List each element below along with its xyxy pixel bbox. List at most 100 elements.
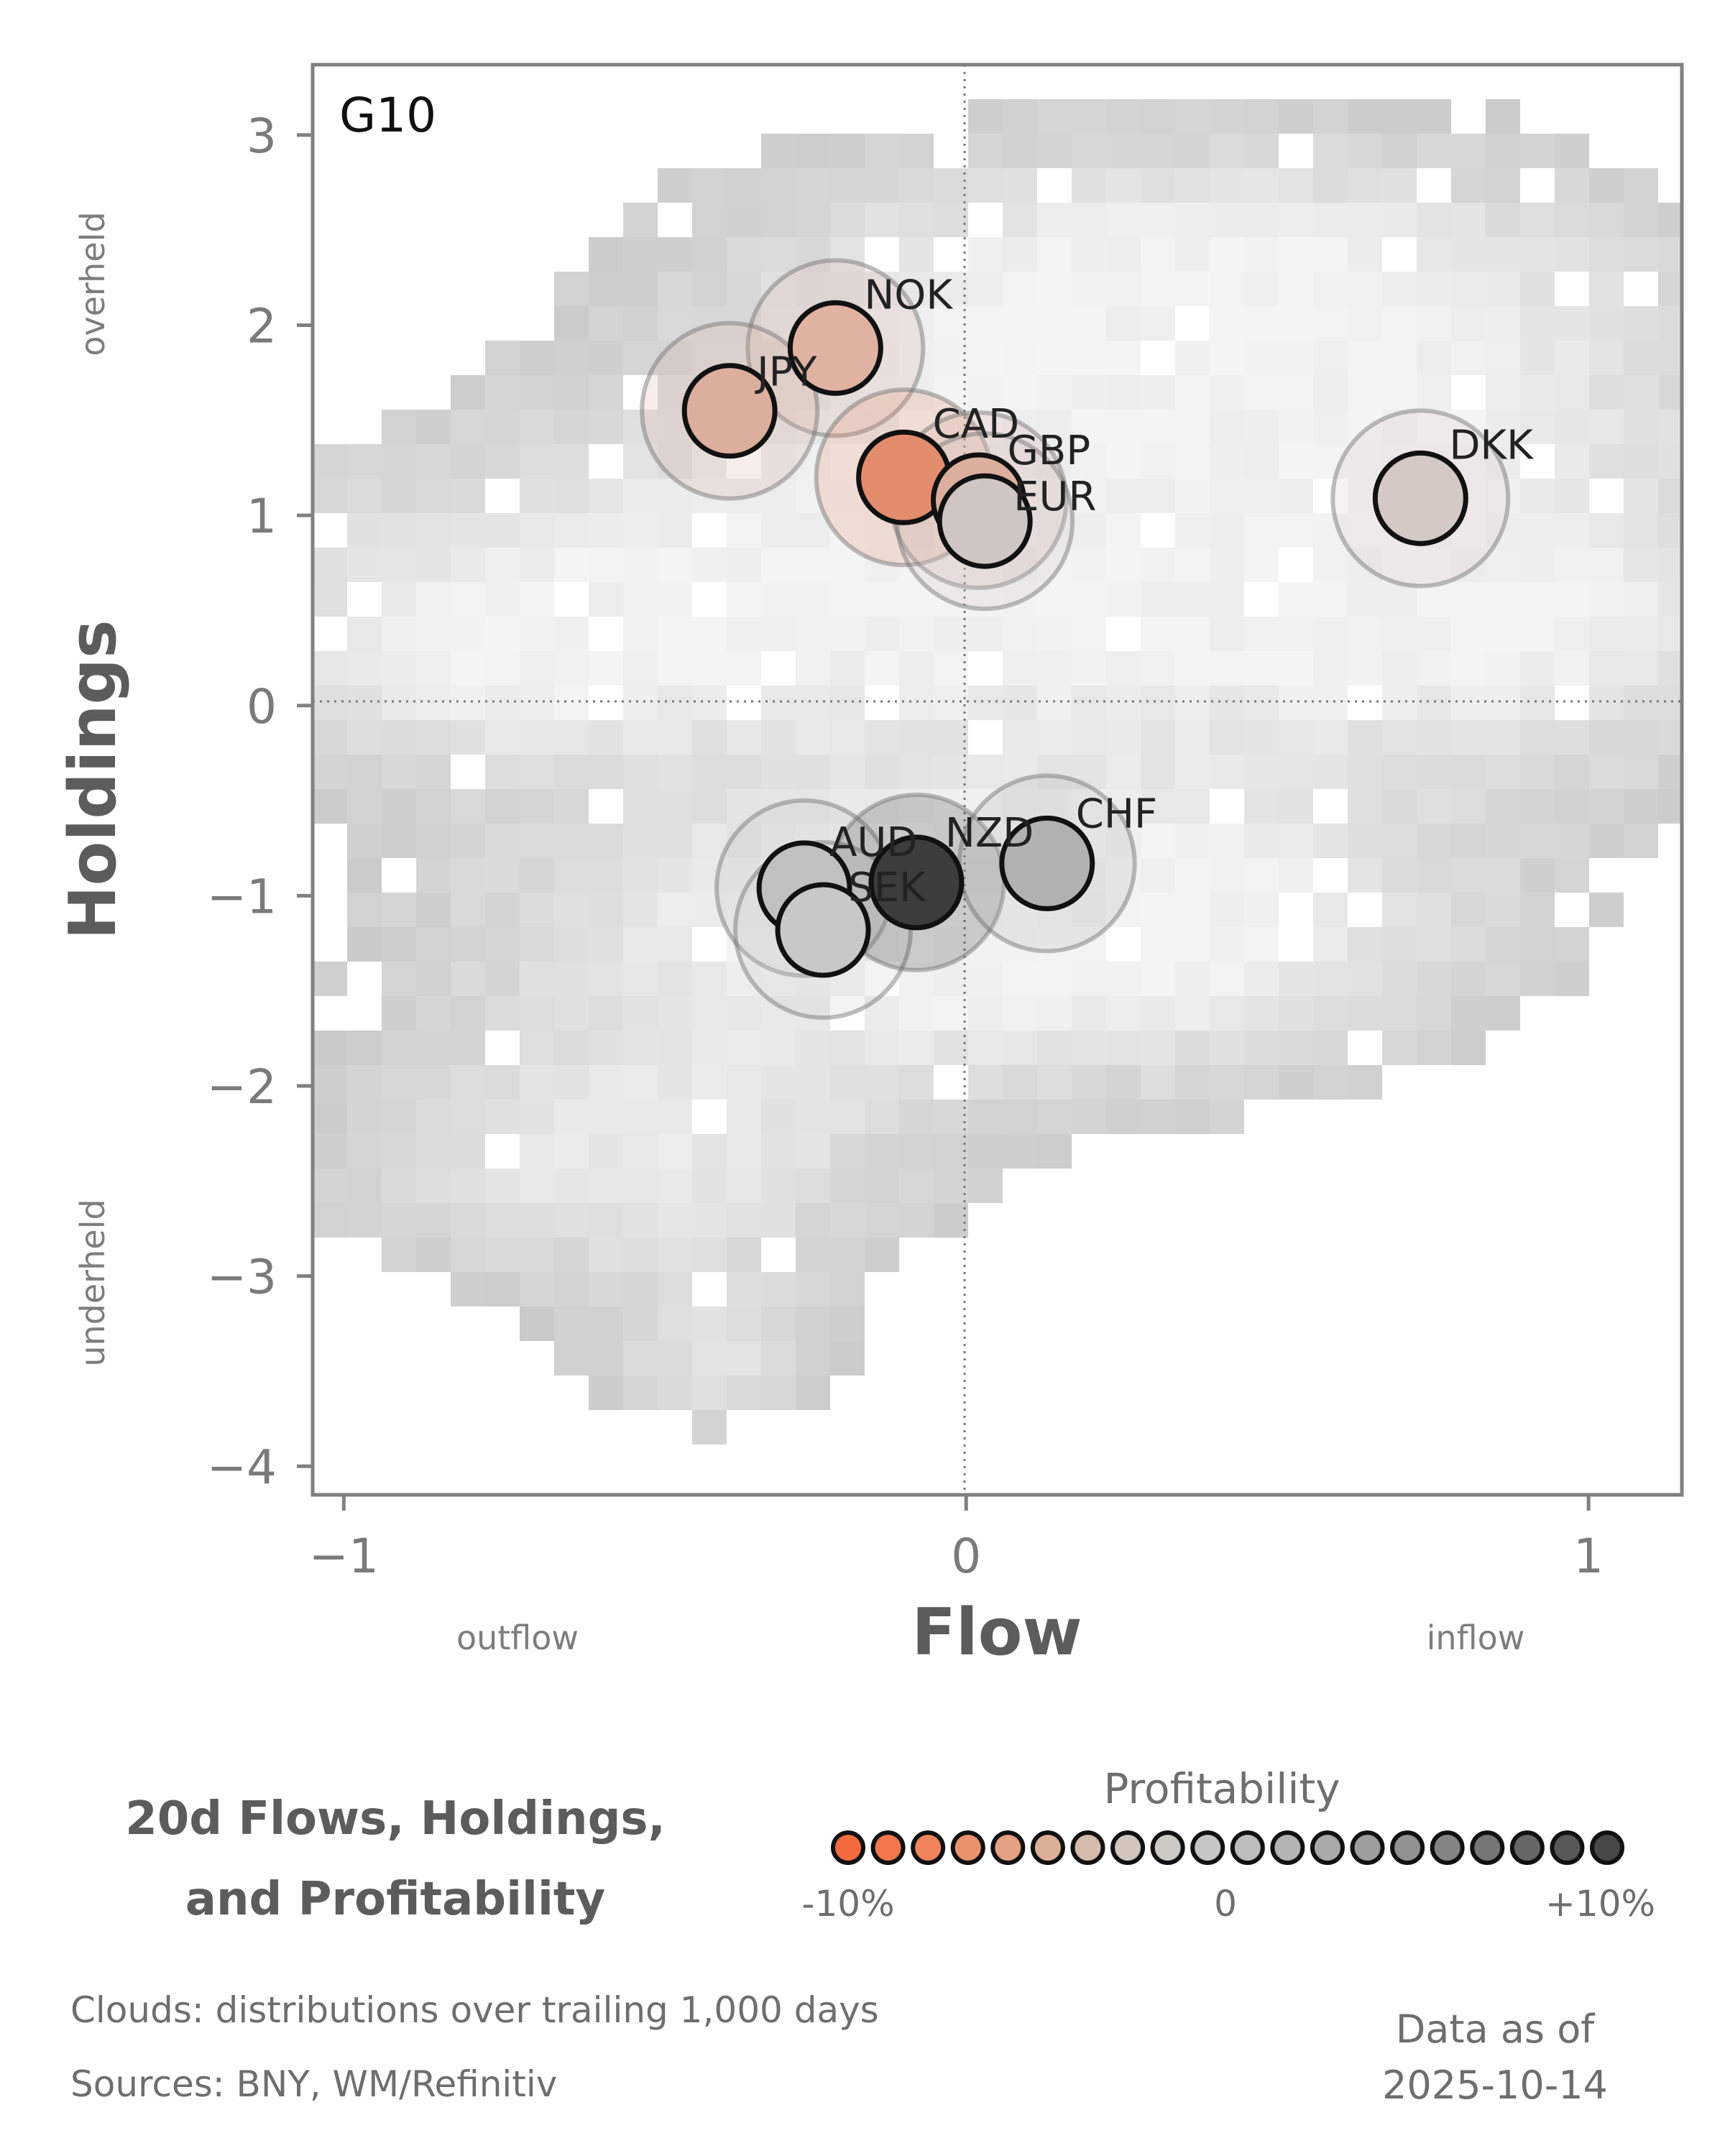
cloud-cell [1072,927,1106,962]
cloud-cell [1279,651,1313,686]
cloud-cell [968,1031,1003,1065]
point-sek[interactable] [775,882,871,978]
cloud-cell [727,996,761,1031]
cloud-cell [623,1376,658,1410]
cloud-cell [934,720,968,755]
cloud-cell [623,962,658,996]
cloud-cell [1210,341,1244,375]
cloud-cell [1003,996,1037,1031]
cloud-cell [1072,168,1106,203]
cloud-cell [968,237,1003,272]
point-chf[interactable] [999,815,1095,911]
cloud-cell [1106,1031,1141,1065]
cloud-cell [1658,410,1682,444]
legend-swatch [1230,1830,1265,1865]
cloud-cell [761,1376,796,1410]
cloud-cell [623,1272,658,1307]
cloud-cell [727,755,761,789]
cloud-cell [416,1134,451,1169]
cloud-cell [865,375,899,410]
y-tick-label: −4 [207,1439,277,1495]
cloud-cell [1141,617,1175,651]
cloud-cell [1106,341,1141,375]
cloud-cell [934,341,968,375]
cloud-cell [1210,134,1244,168]
cloud-cell [451,789,485,824]
cloud-cell [1141,686,1175,720]
cloud-cell [451,962,485,996]
cloud-cell [727,548,761,582]
cloud-cell [727,513,761,548]
cloud-cell [1141,548,1175,582]
cloud-cell [830,1238,865,1272]
cloud-cell [1451,686,1486,720]
cloud-cell [623,755,658,789]
cloud-cell [796,1203,830,1238]
cloud-cell [589,1238,623,1272]
cloud-cell [1348,341,1382,375]
cloud-cell [968,755,1003,789]
cloud-cell [1210,651,1244,686]
cloud-cell [727,617,761,651]
cloud-cell [485,962,520,996]
cloud-cell [761,1031,796,1065]
cloud-cell [1244,444,1279,479]
point-dkk[interactable] [1372,450,1468,546]
cloud-cell [1451,720,1486,755]
cloud-cell [727,203,761,237]
point-nzd[interactable] [868,834,965,931]
cloud-cell [830,1100,865,1134]
cloud-cell [1486,996,1520,1031]
cloud-cell [589,927,623,962]
cloud-cell [1244,479,1279,513]
cloud-cell [382,789,416,824]
cloud-cell [830,513,865,548]
cloud-cell [830,134,865,168]
cloud-cell [1417,686,1451,720]
cloud-cell [1003,1100,1037,1134]
cloud-cell [865,1100,899,1134]
point-eur[interactable] [937,473,1033,569]
cloud-cell [485,755,520,789]
cloud-cell [1313,720,1348,755]
cloud-cell [761,755,796,789]
cloud-cell [1175,996,1210,1031]
cloud-cell [899,1134,934,1169]
cloud-cell [1175,168,1210,203]
cloud-cell [451,444,485,479]
cloud-cell [1141,134,1175,168]
cloud-cell [727,168,761,203]
cloud-cell [796,1100,830,1134]
cloud-cell [1072,272,1106,306]
cloud-cell [968,272,1003,306]
cloud-cell [658,272,692,306]
cloud-cell [520,375,554,410]
cloud-cell [1244,203,1279,237]
cloud-cell [1624,168,1658,203]
cloud-cell [416,651,451,686]
cloud-cell [1624,651,1658,686]
cloud-cell [1313,341,1348,375]
cloud-cell [796,479,830,513]
cloud-cell [485,582,520,617]
point-nok[interactable] [787,300,883,396]
cloud-cell [1175,203,1210,237]
cloud-cell [1003,789,1037,824]
point-jpy[interactable] [681,363,778,459]
cloud-cell [796,1134,830,1169]
cloud-cell [1175,444,1210,479]
cloud-cell [692,1376,727,1410]
cloud-cell [416,582,451,617]
cloud-cell [1520,272,1555,306]
cloud-cell [865,548,899,582]
cloud-cell [692,168,727,203]
cloud-cell [1417,617,1451,651]
cloud-cell [1175,686,1210,720]
cloud-cell [968,582,1003,617]
cloud-cell [451,1203,485,1238]
cloud-cell [589,341,623,375]
cloud-cell [727,1031,761,1065]
cloud-cell [692,962,727,996]
cloud-cell [1141,306,1175,341]
cloud-cell [1003,1065,1037,1100]
